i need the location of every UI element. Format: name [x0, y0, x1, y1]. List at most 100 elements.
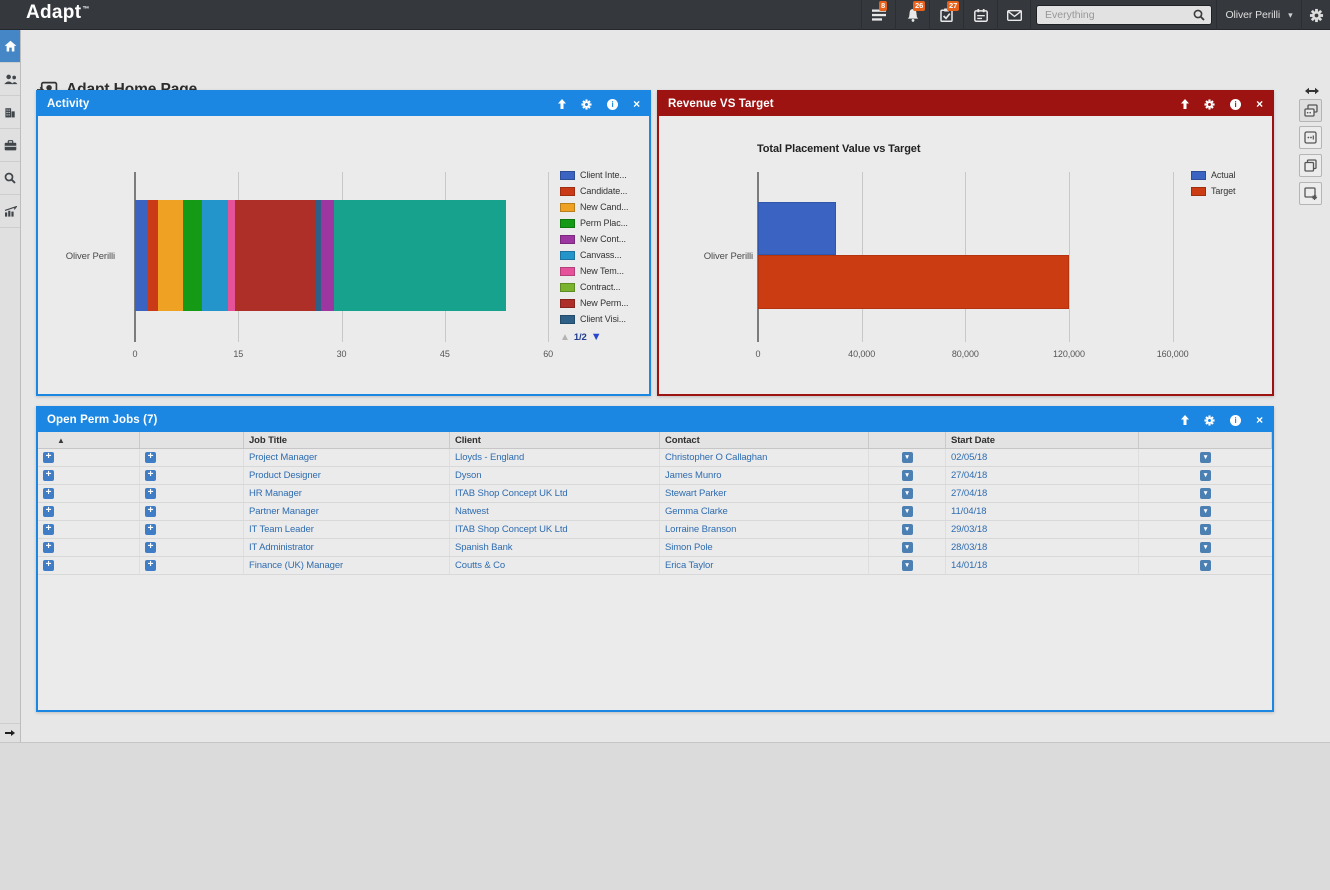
dropdown-icon[interactable]: ▼ [901, 560, 913, 571]
add-icon[interactable]: + [145, 452, 156, 463]
start-date-cell[interactable]: 02/05/18 [946, 449, 1139, 466]
dropdown-icon[interactable]: ▼ [1200, 542, 1211, 553]
bar-segment[interactable] [158, 200, 184, 311]
collapse-icon[interactable] [558, 99, 567, 109]
bar[interactable] [758, 202, 836, 255]
info-icon[interactable]: i [1230, 414, 1242, 426]
client-cell[interactable]: Lloyds - England [450, 449, 660, 466]
add-icon[interactable]: + [145, 524, 156, 535]
dropdown-icon[interactable]: ▼ [1200, 488, 1211, 499]
collapse-icon[interactable] [1181, 415, 1190, 425]
mail-button[interactable] [997, 0, 1031, 30]
calendar-button[interactable] [963, 0, 997, 30]
add-icon[interactable]: + [145, 560, 156, 571]
job-title-cell[interactable]: Finance (UK) Manager [244, 557, 450, 574]
widget-settings-icon[interactable] [581, 98, 592, 110]
global-search-input[interactable] [1037, 9, 1193, 21]
add-icon[interactable]: + [43, 470, 54, 481]
widget-settings-icon[interactable] [1204, 98, 1215, 110]
table-row[interactable]: + + Finance (UK) Manager Coutts & Co Erica T… [38, 557, 1272, 575]
bar-segment[interactable] [333, 200, 507, 311]
legend-item[interactable]: Target [1191, 183, 1236, 199]
legend-item[interactable]: Client Visi... [560, 311, 628, 327]
legend-page-up-icon[interactable]: ▲ [560, 331, 570, 343]
sidebar-item-analytics[interactable] [0, 195, 20, 228]
legend-item[interactable]: Perm Plac... [560, 215, 628, 231]
contact-cell[interactable]: James Munro [660, 467, 869, 484]
add-icon[interactable]: + [43, 560, 54, 571]
start-date-cell[interactable]: 14/01/18 [946, 557, 1139, 574]
legend-item[interactable]: Actual [1191, 167, 1236, 183]
sidebar-item-contacts[interactable] [0, 63, 20, 96]
add-icon[interactable]: + [145, 506, 156, 517]
bar[interactable] [758, 255, 1069, 309]
rail-stacked-windows-button[interactable] [1299, 99, 1322, 122]
legend-item[interactable]: Canvass... [560, 247, 628, 263]
legend-item[interactable]: New Tem... [560, 263, 628, 279]
bar-segment[interactable] [183, 200, 202, 311]
table-row[interactable]: + + HR Manager ITAB Shop Concept UK Ltd Stew… [38, 485, 1272, 503]
sidebar-item-search[interactable] [0, 162, 20, 195]
legend-page-down-icon[interactable]: ▼ [590, 331, 602, 343]
dropdown-icon[interactable]: ▼ [1200, 560, 1211, 571]
close-icon[interactable]: × [1256, 413, 1263, 427]
header-job-title[interactable]: Job Title [244, 432, 450, 448]
job-title-cell[interactable]: HR Manager [244, 485, 450, 502]
dropdown-icon[interactable]: ▼ [901, 470, 913, 481]
dropdown-icon[interactable]: ▼ [1200, 470, 1211, 481]
sidebar-item-companies[interactable] [0, 96, 20, 129]
table-row[interactable]: + + IT Team Leader ITAB Shop Concept UK Ltd… [38, 521, 1272, 539]
add-icon[interactable]: + [43, 506, 54, 517]
start-date-cell[interactable]: 27/04/18 [946, 467, 1139, 484]
rail-widget-box-button[interactable] [1299, 126, 1322, 149]
add-icon[interactable]: + [43, 542, 54, 553]
revenue-widget-header[interactable]: Revenue VS Target i × [659, 92, 1272, 116]
dropdown-icon[interactable]: ▼ [1200, 524, 1211, 535]
contact-cell[interactable]: Simon Pole [660, 539, 869, 556]
job-title-cell[interactable]: Project Manager [244, 449, 450, 466]
bar-segment[interactable] [234, 200, 317, 311]
add-icon[interactable]: + [145, 470, 156, 481]
contact-cell[interactable]: Erica Taylor [660, 557, 869, 574]
job-title-cell[interactable]: Partner Manager [244, 503, 450, 520]
sidebar-expand-button[interactable] [0, 723, 20, 742]
table-row[interactable]: + + Product Designer Dyson James Munro ▼ 27/04… [38, 467, 1272, 485]
table-row[interactable]: + + Partner Manager Natwest Gemma Clarke ▼ 11/… [38, 503, 1272, 521]
bar-segment[interactable] [320, 200, 334, 311]
collapse-icon[interactable] [1181, 99, 1190, 109]
bar-segment[interactable] [227, 200, 235, 311]
dropdown-icon[interactable]: ▼ [901, 524, 913, 535]
legend-item[interactable]: Client Inte... [560, 167, 628, 183]
rail-resize-button[interactable] [1300, 83, 1323, 99]
bar-segment[interactable] [135, 200, 147, 311]
widget-settings-icon[interactable] [1204, 414, 1215, 426]
contact-cell[interactable]: Gemma Clarke [660, 503, 869, 520]
bar-segment[interactable] [201, 200, 228, 311]
legend-item[interactable]: Candidate... [560, 183, 628, 199]
job-title-cell[interactable]: IT Administrator [244, 539, 450, 556]
close-icon[interactable]: × [633, 97, 640, 111]
settings-button[interactable] [1302, 0, 1330, 30]
add-icon[interactable]: + [43, 524, 54, 535]
activity-widget-header[interactable]: Activity i × [38, 92, 649, 116]
legend-item[interactable]: New Cont... [560, 231, 628, 247]
start-date-cell[interactable]: 28/03/18 [946, 539, 1139, 556]
client-cell[interactable]: Coutts & Co [450, 557, 660, 574]
legend-item[interactable]: New Cand... [560, 199, 629, 215]
header-client[interactable]: Client [450, 432, 660, 448]
search-icon[interactable] [1193, 9, 1211, 21]
job-title-cell[interactable]: Product Designer [244, 467, 450, 484]
add-icon[interactable]: + [145, 542, 156, 553]
header-contact[interactable]: Contact [660, 432, 869, 448]
client-cell[interactable]: ITAB Shop Concept UK Ltd [450, 485, 660, 502]
dropdown-icon[interactable]: ▼ [901, 542, 913, 553]
contact-cell[interactable]: Lorraine Branson [660, 521, 869, 538]
dropdown-icon[interactable]: ▼ [1200, 506, 1211, 517]
sidebar-item-home[interactable] [0, 30, 20, 63]
close-icon[interactable]: × [1256, 97, 1263, 111]
dropdown-icon[interactable]: ▼ [901, 452, 913, 463]
jobs-widget-header[interactable]: Open Perm Jobs (7) i × [38, 408, 1272, 432]
start-date-cell[interactable]: 11/04/18 [946, 503, 1139, 520]
contact-cell[interactable]: Christopher O Callaghan [660, 449, 869, 466]
table-row[interactable]: + + Project Manager Lloyds - England Christo… [38, 449, 1272, 467]
